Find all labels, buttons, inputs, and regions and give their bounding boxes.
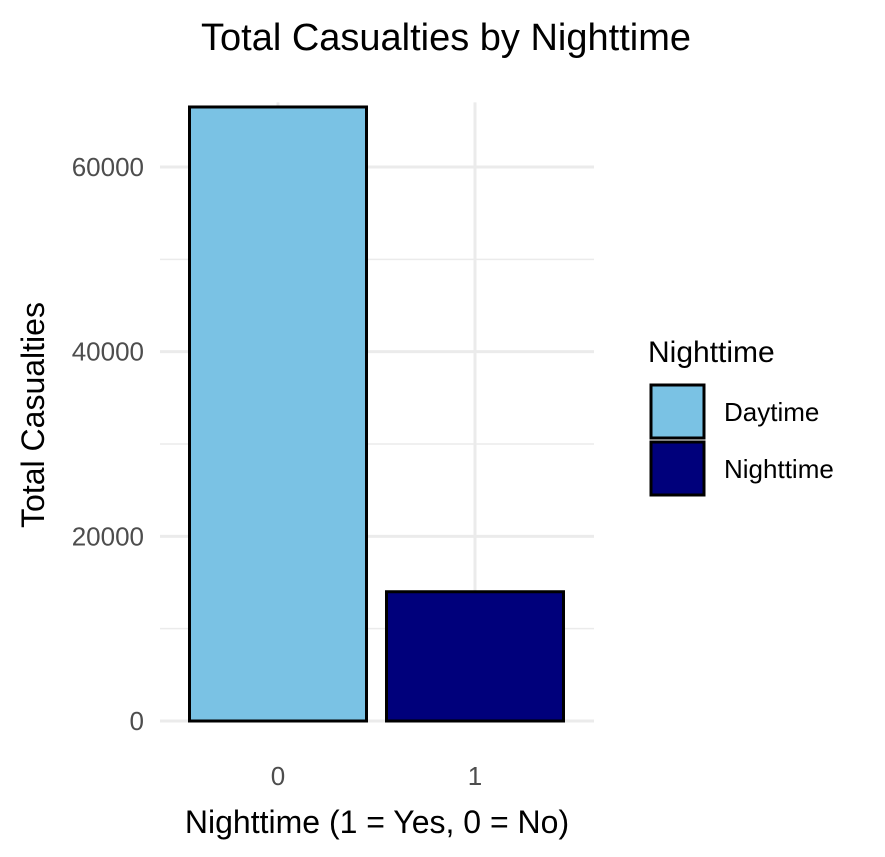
legend-label: Daytime	[724, 397, 819, 427]
y-tick-label: 20000	[72, 521, 144, 551]
legend: Nighttime Daytime Nighttime	[648, 336, 834, 497]
x-axis-label: Nighttime (1 = Yes, 0 = No)	[185, 804, 569, 840]
legend-title: Nighttime	[648, 336, 775, 369]
x-tick-label: 1	[468, 761, 482, 791]
y-tick-labels: 0 20000 40000 60000	[72, 152, 144, 736]
chart-title: Total Casualties by Nighttime	[201, 17, 691, 59]
y-tick-label: 0	[130, 706, 144, 736]
legend-swatch	[649, 440, 706, 497]
legend-entries: Daytime Nighttime	[649, 383, 834, 497]
bars	[188, 105, 565, 723]
bar-1	[385, 590, 565, 723]
bar-0	[188, 105, 368, 723]
legend-swatch	[649, 383, 706, 440]
x-tick-label: 0	[271, 761, 285, 791]
y-tick-label: 40000	[72, 337, 144, 367]
y-tick-label: 60000	[72, 152, 144, 182]
y-axis-label: Total Casualties	[15, 302, 51, 528]
legend-label: Nighttime	[724, 454, 834, 484]
